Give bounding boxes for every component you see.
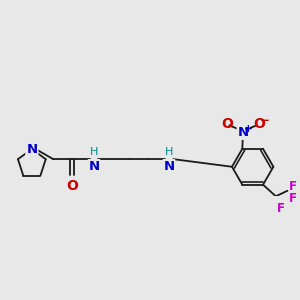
Text: O: O	[253, 117, 265, 131]
Text: O: O	[66, 179, 78, 193]
Text: F: F	[289, 192, 297, 205]
Text: N: N	[164, 160, 175, 173]
Text: N: N	[26, 142, 38, 156]
Text: F: F	[289, 180, 297, 193]
Text: −: −	[260, 114, 270, 127]
Text: H: H	[90, 147, 98, 157]
Text: N: N	[88, 160, 100, 173]
Text: N: N	[237, 126, 248, 139]
Text: O: O	[221, 117, 233, 131]
Text: F: F	[277, 202, 285, 215]
Text: H: H	[165, 147, 173, 157]
Text: +: +	[244, 124, 253, 134]
